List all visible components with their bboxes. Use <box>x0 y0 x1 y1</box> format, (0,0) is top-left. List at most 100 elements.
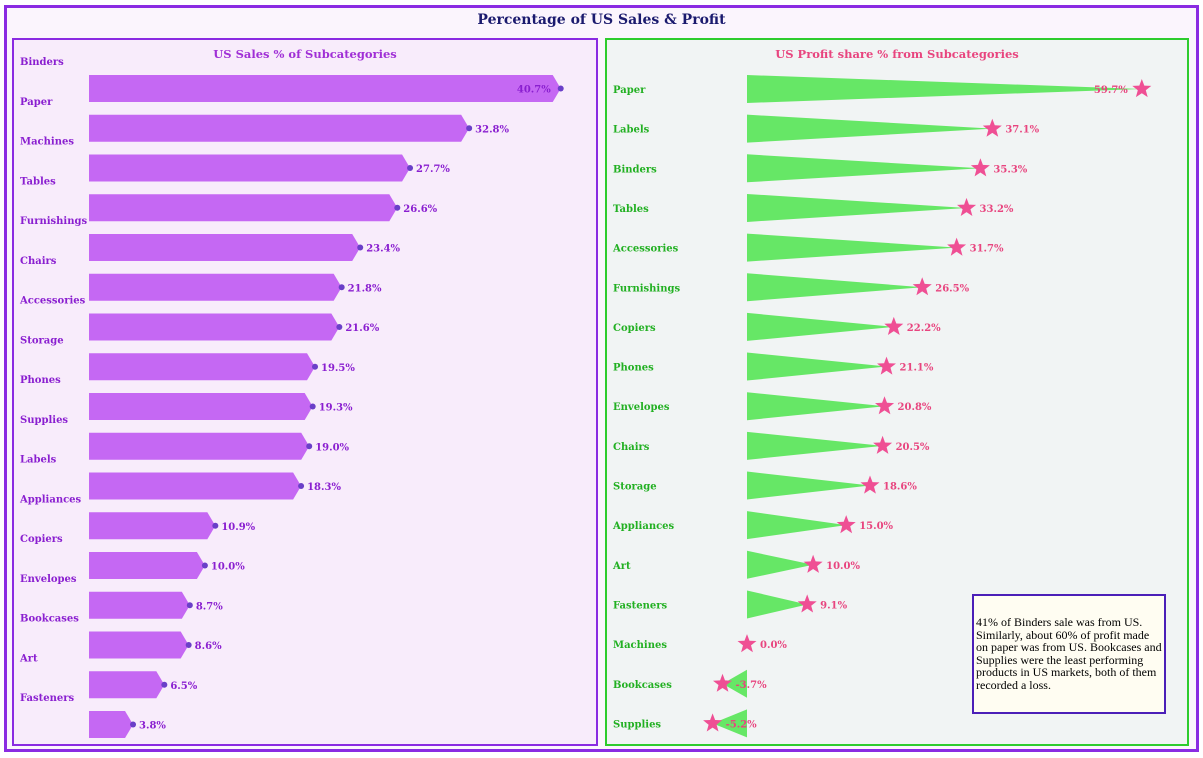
profit-bar-group: Chairs 20.5% <box>613 431 930 460</box>
profit-value-label: 20.5% <box>896 442 930 453</box>
sales-category-label: Fasteners <box>20 693 75 704</box>
sales-bar-group: Binders 40.7% <box>20 57 564 102</box>
profit-value-label: -5.2% <box>726 719 758 730</box>
sales-value-label: 10.0% <box>211 562 245 573</box>
profit-panel: US Profit share % from Subcategories Pape… <box>605 38 1189 746</box>
sales-bar-dot <box>407 165 414 171</box>
profit-value-label: 15.0% <box>859 521 893 532</box>
sales-bar <box>89 75 561 102</box>
sales-value-label: 8.6% <box>195 641 222 652</box>
profit-bar <box>747 511 847 540</box>
sales-bar-dot <box>336 324 343 330</box>
sales-value-label: 26.6% <box>403 204 437 215</box>
sales-value-label: 6.5% <box>170 681 197 692</box>
sales-bar <box>89 671 165 699</box>
sales-category-label: Appliances <box>19 494 82 505</box>
sales-value-label: 19.3% <box>319 403 353 414</box>
profit-value-label: 20.8% <box>898 402 932 413</box>
profit-star-marker <box>873 435 893 454</box>
profit-bar-group: Binders 35.3% <box>613 154 1028 183</box>
sales-bar <box>89 472 302 500</box>
sales-bar-dot <box>201 562 208 569</box>
profit-bar-group: Art 10.0% <box>612 550 860 579</box>
profit-category-label: Machines <box>613 640 667 651</box>
profit-bar-group: Furnishings 26.5% <box>613 273 970 302</box>
sales-category-label: Furnishings <box>20 216 87 227</box>
sales-bar-group: Art 6.5% <box>19 653 198 699</box>
profit-bar-group: Machines 0.0% <box>613 634 787 653</box>
profit-star-marker <box>860 475 880 494</box>
profit-bar-group: Appliances 15.0% <box>612 511 894 540</box>
sales-bar-dot <box>212 522 219 529</box>
profit-bar <box>747 550 814 579</box>
profit-value-label: 59.7% <box>1094 85 1128 96</box>
profit-bar <box>747 273 923 302</box>
sales-bar <box>89 194 398 222</box>
sales-value-label: 19.5% <box>321 363 355 374</box>
profit-category-label: Chairs <box>613 442 650 453</box>
profit-category-label: Accessories <box>612 244 679 255</box>
profit-star-marker <box>970 158 990 177</box>
sales-value-label: 18.3% <box>307 482 341 493</box>
profit-bar-group: Paper 59.7% <box>613 75 1152 103</box>
sales-bar <box>89 432 310 460</box>
sales-bar <box>89 154 411 182</box>
profit-category-label: Furnishings <box>613 283 680 294</box>
profit-category-label: Appliances <box>612 521 675 532</box>
sales-bar-group: Phones 19.3% <box>20 375 353 420</box>
profit-bar <box>712 709 747 738</box>
sales-bar <box>89 353 316 381</box>
sales-bar <box>89 631 189 659</box>
sales-bar <box>89 512 216 540</box>
profit-star-marker <box>877 356 896 375</box>
profit-chart-title: US Profit share % from Subcategories <box>775 47 1019 61</box>
sales-bar-dot <box>466 125 473 132</box>
sales-category-label: Tables <box>20 176 56 187</box>
annotation-note: 41% of Binders sale was from US. Similar… <box>972 594 1166 714</box>
profit-category-label: Binders <box>613 164 657 175</box>
profit-bar-group: Copiers 22.2% <box>613 312 941 341</box>
sales-bar-group: Appliances 10.9% <box>19 494 256 540</box>
sales-bar <box>89 234 361 261</box>
profit-star-marker <box>957 197 977 216</box>
sales-category-label: Chairs <box>20 256 57 267</box>
sales-bar-dot <box>357 244 364 251</box>
sales-category-label: Machines <box>20 137 74 148</box>
sales-bar-group: Chairs 21.8% <box>20 256 382 301</box>
sales-category-label: Copiers <box>20 534 63 545</box>
profit-star-marker <box>737 634 757 653</box>
sales-bar <box>89 313 340 341</box>
sales-category-label: Art <box>19 653 38 664</box>
sales-value-label: 19.0% <box>315 442 349 453</box>
profit-star-marker <box>797 594 817 613</box>
profit-value-label: 37.1% <box>1005 125 1039 136</box>
profit-category-label: Phones <box>613 363 654 374</box>
sales-bar-dot <box>338 284 345 291</box>
profit-bar-group: Storage 18.6% <box>613 471 917 500</box>
profit-star-marker <box>982 118 1002 137</box>
sales-bar <box>89 552 205 579</box>
sales-category-label: Labels <box>20 455 57 466</box>
sales-bar-dot <box>557 85 564 92</box>
sales-bar-dot <box>306 443 313 450</box>
sales-bar-group: Storage 19.5% <box>20 335 355 381</box>
profit-value-label: 31.7% <box>970 244 1004 255</box>
sales-value-label: 21.8% <box>348 283 382 294</box>
sales-bar-group: Furnishings 23.4% <box>20 216 401 261</box>
profit-bar <box>747 114 993 143</box>
sales-bar-group: Copiers 10.0% <box>20 534 245 579</box>
profit-bar <box>722 669 747 698</box>
sales-bar-dot <box>161 681 168 688</box>
profit-star-marker <box>703 713 723 732</box>
sales-bar <box>89 711 134 738</box>
sales-bar-group: Fasteners 3.8% <box>20 693 166 738</box>
profit-chart: US Profit share % from Subcategories Pape… <box>612 47 1152 738</box>
profit-bar <box>747 233 957 262</box>
profit-category-label: Supplies <box>613 719 661 730</box>
sales-value-label: 21.6% <box>345 323 379 334</box>
profit-bar <box>747 471 870 500</box>
sales-bar-group: Bookcases 8.6% <box>20 614 222 659</box>
profit-category-label: Fasteners <box>613 600 668 611</box>
profit-category-label: Labels <box>613 125 650 136</box>
sales-value-label: 40.7% <box>517 85 551 96</box>
